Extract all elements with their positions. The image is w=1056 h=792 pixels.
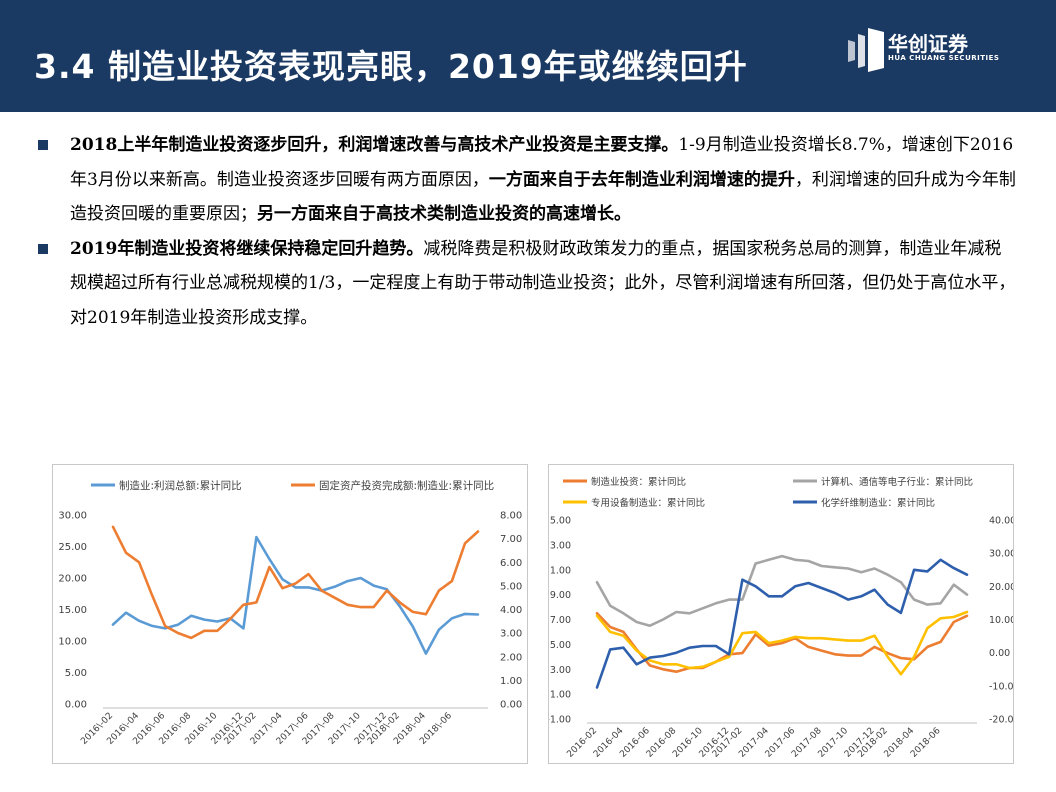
paragraph-text: ，利润增速的回升成为今年制造投资回暖的重要原因； <box>70 169 1016 225</box>
y-right-tick-label: 8.00 <box>500 511 522 522</box>
y-left-tick-label: 20.00 <box>58 574 87 585</box>
y-left-tick-label: 11.00 <box>549 565 571 576</box>
y-left-tick-label: 7.00 <box>550 615 571 626</box>
y-left-tick-label: -1.00 <box>549 715 571 726</box>
chart-left-svg: 30.00 25.00 20.00 15.00 10.00 5.00 0.00 8.00 7.0… <box>58 479 522 747</box>
y-right-tick-label: -20.00 <box>989 715 1013 726</box>
logo-subtitle: HUA CHUANG SECURITIES <box>888 54 1000 62</box>
y-right-tick-label: 10.00 <box>989 615 1013 626</box>
y-right-tick-label: 4.00 <box>500 605 522 616</box>
chart-right: 15.00 13.00 11.00 9.00 7.00 5.00 3.00 1.00 -1.00… <box>544 464 1020 764</box>
y-right-tick-label: 0.00 <box>500 700 522 711</box>
paragraph-emphasis: 另一方面来自于高技术类制造业投资的高速增长。 <box>257 204 631 224</box>
y-right-tick-label: 7.00 <box>500 534 522 545</box>
series-line <box>595 558 969 689</box>
logo-name: 华创证券 <box>888 32 968 56</box>
y-left-tick-label: 9.00 <box>550 590 571 601</box>
y-left-tick-label: 13.00 <box>549 540 571 551</box>
legend-label: 专用设备制造业：累计同比 <box>591 497 705 509</box>
y-right-tick-label: 1.00 <box>500 676 522 687</box>
paragraph-lead: 2018上半年制造业投资逐步回升，利润增速改善与高技术产业投资是主要支撑。 <box>70 135 679 155</box>
y-right-tick-label: 30.00 <box>989 549 1013 560</box>
y-right-tick-label: 20.00 <box>989 582 1013 593</box>
legend-label: 制造业:利润总额:累计同比 <box>119 479 242 492</box>
logo-mark-icon <box>848 28 884 72</box>
paragraph-text: 1-9月制造业投资增长8.7%，增速创下2016年3月份以来新高。制造业投资逐步… <box>70 135 1014 190</box>
paragraph-2: 2019年制造业投资将继续保持稳定回升趋势。减税降费是积极财政政策发力的重点，据… <box>38 232 1018 336</box>
y-left-tick-label: 1.00 <box>550 690 571 701</box>
y-right-tick-label: 0.00 <box>989 648 1010 659</box>
y-left-tick-label: 15.00 <box>58 605 87 616</box>
square-bullet-icon <box>38 243 48 254</box>
y-right-tick-label: 5.00 <box>500 581 522 592</box>
x-tick-label: 2018-06 <box>909 726 943 760</box>
legend-label: 固定资产投资完成额:制造业:累计同比 <box>319 479 494 492</box>
y-left-tick-label: 5.00 <box>550 640 571 651</box>
legend-label: 制造业投资：累计同比 <box>591 476 686 488</box>
company-logo: 华创证券 HUA CHUANG SECURITIES <box>846 26 1016 76</box>
y-right-tick-label: 6.00 <box>500 558 522 569</box>
series-line <box>595 612 969 673</box>
y-left-tick-label: 30.00 <box>58 511 87 522</box>
page-title: 3.4 制造业投资表现亮眼，2019年或继续回升 <box>34 47 748 86</box>
series-line <box>595 554 969 627</box>
y-left-tick-label: 3.00 <box>550 665 571 676</box>
y-right-tick-label: 3.00 <box>500 629 522 640</box>
y-right-tick-label: -10.00 <box>989 681 1013 692</box>
legend-label: 计算机、通信等电子行业：累计同比 <box>821 476 973 488</box>
body-text: 2018上半年制造业投资逐步回升，利润增速改善与高技术产业投资是主要支撑。1-9… <box>38 128 1018 335</box>
title-bar: 3.4 制造业投资表现亮眼，2019年或继续回升 华创证券 HUA CHUANG… <box>0 0 1056 112</box>
paragraph-lead: 2019年制造业投资将继续保持稳定回升趋势。 <box>70 238 424 259</box>
series-line <box>111 535 480 655</box>
paragraph-1: 2018上半年制造业投资逐步回升，利润增速改善与高技术产业投资是主要支撑。1-9… <box>38 128 1018 232</box>
legend-label: 化学纤维制造业：累计同比 <box>821 497 935 509</box>
y-left-tick-label: 15.00 <box>549 516 571 527</box>
y-left-tick-label: 25.00 <box>58 542 87 553</box>
paragraph-emphasis: 一方面来自于去年制造业利润增速的提升 <box>488 169 795 190</box>
series-line <box>111 525 480 640</box>
series-line <box>595 610 969 676</box>
chart-right-svg: 15.00 13.00 11.00 9.00 7.00 5.00 3.00 1.00 -1.00… <box>544 476 1020 760</box>
y-left-tick-label: 10.00 <box>58 637 87 648</box>
square-bullet-icon <box>38 140 48 150</box>
chart-left: 30.00 25.00 20.00 15.00 10.00 5.00 0.00 8.00 7.0… <box>52 464 528 764</box>
y-right-tick-label: 40.00 <box>989 516 1013 527</box>
y-left-tick-label: 0.00 <box>65 700 87 711</box>
y-left-tick-label: 5.00 <box>65 668 87 679</box>
y-right-tick-label: 2.00 <box>500 652 522 663</box>
paragraph-text: 减税降费是积极财政政策发力的重点，据国家税务总局的测算，制造业年减税规模超过所有… <box>70 238 1016 328</box>
